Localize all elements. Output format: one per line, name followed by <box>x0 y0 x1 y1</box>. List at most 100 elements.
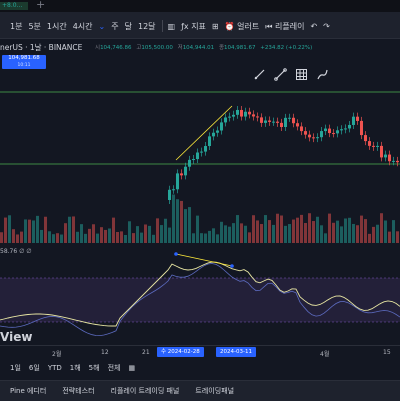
frame-12month[interactable]: 12달 <box>137 21 156 31</box>
volume-bar <box>140 232 143 243</box>
tab-pine-editor[interactable]: Pine 에디터 <box>10 387 47 395</box>
volume-bar <box>28 219 31 243</box>
time-axis[interactable]: 2월 12 21 수 2024-02-28 2024-03-11 4월 15 <box>0 345 400 360</box>
interval-toolbar: 1분 5분 1시간 4시간 ⌄ 주 달 12달 ▥ ƒx 지표 ⊞ ⏰ 얼러트 … <box>0 16 336 36</box>
interval-1m[interactable]: 1분 <box>10 21 23 31</box>
candle <box>332 133 335 135</box>
volume-bar <box>336 220 339 243</box>
volume-bar <box>0 232 3 243</box>
range-selector: 1일 6일 YTD 1해 5해 전체 ▦ <box>0 361 400 375</box>
volume-bar <box>360 215 363 243</box>
range-5y[interactable]: 5해 <box>88 364 100 372</box>
candle <box>376 145 379 147</box>
volume-bar <box>168 227 171 243</box>
volume-bar <box>356 225 359 243</box>
interval-4h[interactable]: 4시간 <box>72 21 93 31</box>
high-value: 105,500.00 <box>141 45 173 51</box>
new-tab-button[interactable]: + <box>36 0 46 11</box>
range-1y[interactable]: 1해 <box>69 364 81 372</box>
candle <box>232 114 235 117</box>
chart-type-icon[interactable]: ▥ <box>167 21 176 31</box>
replay-icon: ⏮ <box>265 21 275 31</box>
tab-trading-panel[interactable]: 트레이딩패널 <box>195 387 235 395</box>
volume-bar <box>200 233 203 243</box>
tab-strategy-tester[interactable]: 전략테스터 <box>62 387 95 395</box>
replay-label: 리플레이 <box>274 21 305 31</box>
candle <box>352 116 355 125</box>
candle <box>368 141 371 146</box>
ohlc-values: 시104,746.86 고105,500.00 저104,944.01 종104… <box>92 43 312 51</box>
volume-bar <box>44 216 47 243</box>
alert-button[interactable]: ⏰ 얼러트 <box>225 21 260 32</box>
layout-icon[interactable]: ⊞ <box>211 21 219 31</box>
close-value: 104,981.67 <box>224 45 256 51</box>
volume-bar <box>152 234 155 243</box>
undo-icon[interactable]: ↶ <box>310 21 318 31</box>
replay-button[interactable]: ⏮ 리플레이 <box>265 21 304 32</box>
volume-bar <box>268 220 271 243</box>
grid-icon[interactable] <box>295 68 308 81</box>
chevron-down-icon[interactable]: ⌄ <box>98 21 106 31</box>
volume-bar <box>236 215 239 243</box>
volume-bar <box>232 223 235 243</box>
interval-1h[interactable]: 1시간 <box>46 21 67 31</box>
symbol-legend: nerUS · 1날 · BINANCE 시104,746.86 고105,50… <box>0 40 400 52</box>
volume-bar <box>172 194 175 243</box>
rsi-legend[interactable]: 58.76 ∅ ∅ <box>0 248 32 255</box>
volume-bar <box>88 228 91 243</box>
calendar-icon[interactable]: ▦ <box>128 364 136 372</box>
redo-icon[interactable]: ↷ <box>323 21 330 31</box>
indicators-button[interactable]: ƒx 지표 <box>181 21 206 32</box>
symbol-name[interactable]: nerUS · 1날 · BINANCE <box>0 43 83 52</box>
candle <box>244 111 247 117</box>
range-ytd[interactable]: YTD <box>47 364 62 372</box>
candle <box>304 131 307 135</box>
frame-week[interactable]: 주 <box>111 21 119 31</box>
volume-bar <box>256 220 259 243</box>
volume-bar <box>24 219 27 243</box>
range-6d[interactable]: 6일 <box>28 364 40 372</box>
candle <box>308 134 311 138</box>
volume-bar <box>184 209 187 243</box>
bottom-panel-tabs: Pine 에디터 전략테스터 리플레이 트레이딩 패널 트레이딩패널 <box>0 380 400 401</box>
volume-bar <box>112 217 115 243</box>
brush-icon[interactable] <box>316 68 329 81</box>
candle <box>324 128 327 132</box>
pen-icon[interactable] <box>253 68 266 81</box>
trend-line-icon[interactable] <box>274 68 287 81</box>
candle <box>184 166 187 176</box>
volume-bar <box>372 226 375 243</box>
range-1d[interactable]: 1일 <box>10 364 21 372</box>
candle <box>228 116 231 118</box>
range-all[interactable]: 전체 <box>107 364 121 372</box>
candle <box>364 135 367 142</box>
tab-active[interactable]: +8.0… <box>0 2 28 10</box>
volume-bar <box>296 217 299 243</box>
volume-bar <box>204 233 207 243</box>
candle <box>336 130 339 134</box>
interval-5m[interactable]: 5분 <box>28 21 41 31</box>
close-label: 종 <box>218 45 224 51</box>
time-tick: 15 <box>383 349 391 356</box>
candle <box>340 129 343 131</box>
volume-bar <box>148 225 151 243</box>
candle <box>196 152 199 160</box>
price-tag: 104,981.68 10:11 <box>2 55 46 69</box>
candle <box>256 116 259 118</box>
volume-bar <box>8 215 11 243</box>
trend-line <box>175 105 233 161</box>
candle <box>192 159 195 161</box>
candle <box>264 120 267 123</box>
candle <box>388 154 391 162</box>
volume-bar <box>96 233 99 243</box>
frame-month[interactable]: 달 <box>124 21 132 31</box>
top-toolbar: +8.0… + 1분 5분 1시간 4시간 ⌄ 주 달 12달 ▥ ƒx 지표 … <box>0 0 400 39</box>
volume-bar <box>56 233 59 243</box>
tab-replay-panel[interactable]: 리플레이 트레이딩 패널 <box>110 387 180 395</box>
volume-bar <box>64 223 67 243</box>
candle <box>248 111 251 115</box>
volume-bar <box>68 216 71 243</box>
volume-bar <box>196 215 199 243</box>
candle <box>372 145 375 147</box>
